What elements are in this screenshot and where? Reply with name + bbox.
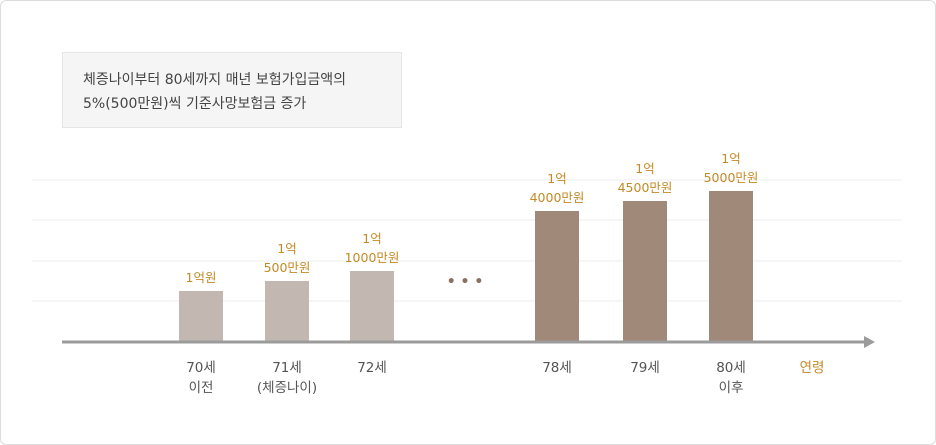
bar — [709, 191, 753, 342]
bar — [179, 291, 223, 342]
data-label: 1억 — [277, 241, 296, 256]
gap-marker: • • • — [447, 274, 484, 290]
tick-label: 72세 — [357, 360, 387, 376]
tick-label: 79세 — [630, 360, 660, 376]
x-axis-arrow — [864, 336, 875, 348]
data-label: 1억 — [635, 161, 654, 176]
description-line-1: 체증나이부터 80세까지 매년 보험가입금액의 — [83, 72, 347, 88]
data-label: 1억원 — [186, 270, 217, 285]
data-label: 4500만원 — [618, 180, 673, 195]
description-box: 체증나이부터 80세까지 매년 보험가입금액의 5%(500만원)씩 기준사망보… — [62, 52, 402, 128]
bar — [623, 201, 667, 342]
tick-label: 80세 — [716, 360, 746, 376]
data-label: 500만원 — [264, 260, 311, 275]
x-axis-label: 연령 — [800, 360, 825, 376]
tick-label: 70세 — [186, 360, 216, 376]
tick-label: 78세 — [542, 360, 572, 376]
description-line-2: 5%(500만원)씩 기준사망보험금 증가 — [83, 96, 307, 112]
data-label: 1000만원 — [345, 250, 400, 265]
data-label: 5000만원 — [704, 170, 759, 185]
tick-label: (체증나이) — [257, 380, 317, 396]
tick-label: 이전 — [189, 380, 214, 396]
data-label: 4000만원 — [530, 190, 585, 205]
tick-label: 이후 — [719, 380, 744, 396]
data-label: 1억 — [362, 231, 381, 246]
data-label: 1억 — [547, 171, 566, 186]
bar — [535, 211, 579, 342]
bar — [350, 271, 394, 342]
data-label: 1억 — [721, 151, 740, 166]
bar — [265, 281, 309, 342]
tick-label: 71세 — [272, 360, 302, 376]
